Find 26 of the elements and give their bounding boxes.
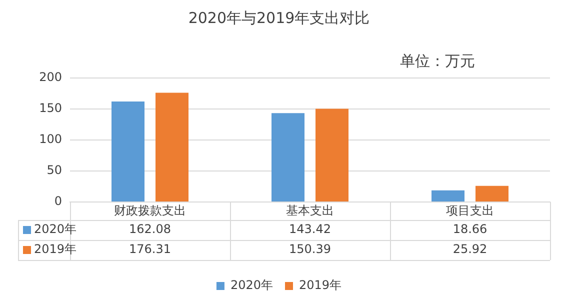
chart-title: 2020年与2019年支出对比 <box>188 8 370 27</box>
y-tick-label: 100 <box>39 132 62 146</box>
y-tick-label: 200 <box>39 70 62 84</box>
x-tick-label: 财政拨款支出 <box>114 203 186 218</box>
data-label: 162.08 <box>129 222 171 236</box>
x-tick-label: 基本支出 <box>286 203 334 218</box>
bar <box>432 190 464 202</box>
bar <box>272 113 304 202</box>
bar <box>316 108 348 202</box>
text: 2019年 <box>34 242 77 256</box>
data-label: 150.39 <box>289 242 331 256</box>
bar <box>112 102 144 202</box>
y-tick-label: 150 <box>39 101 62 116</box>
text: 单位：万元 <box>400 52 475 70</box>
data-label: 18.66 <box>452 222 488 236</box>
x-tick-label: 项目支出 <box>446 203 494 218</box>
bar <box>156 92 188 202</box>
legend-label: 2020年 <box>34 222 77 236</box>
data-label: 25.92 <box>452 242 488 256</box>
data-label: 143.42 <box>289 222 331 236</box>
text: 2020年 <box>230 278 274 292</box>
bar <box>476 186 508 202</box>
y-tick-label: 50 <box>46 163 62 178</box>
y-tick-label: 0 <box>54 194 62 208</box>
legend-label: 2019年 <box>299 278 342 292</box>
data-label: 176.31 <box>129 242 171 256</box>
